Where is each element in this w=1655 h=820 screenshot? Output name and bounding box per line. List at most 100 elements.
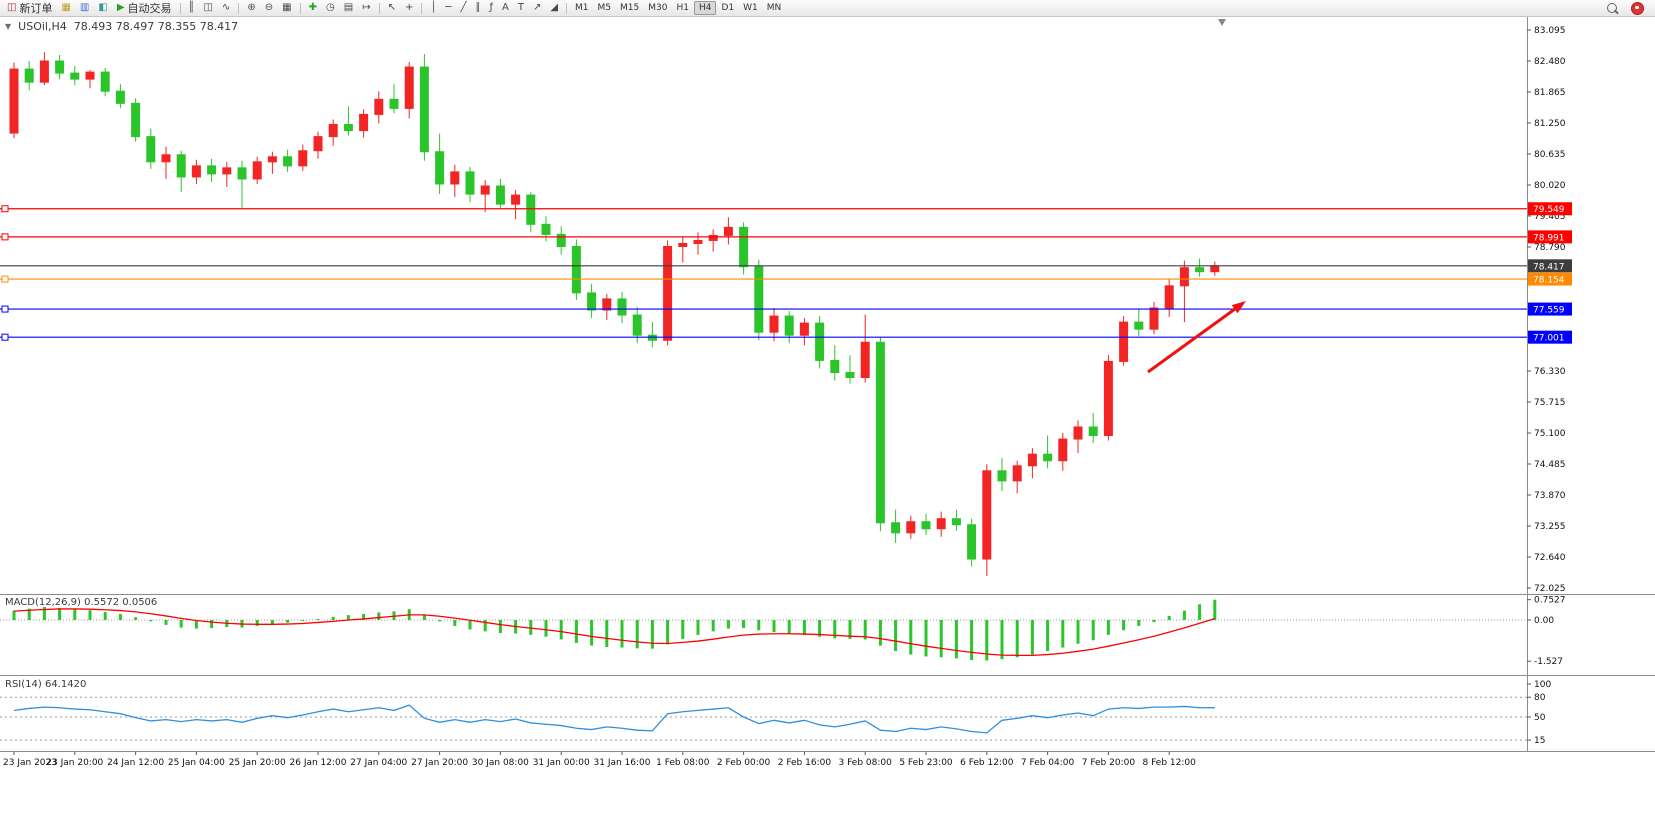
tile-windows-icon: ▦ [282, 2, 292, 13]
search-icon[interactable] [1607, 3, 1617, 13]
vertical-line-icon: │ [430, 2, 437, 13]
add-indicator-icon: ✚ [308, 2, 318, 13]
chart-shift-marker[interactable] [1218, 19, 1226, 26]
timeframe-button-m15[interactable]: M15 [620, 2, 640, 13]
time-tick-label: 24 Jan 12:00 [107, 758, 164, 768]
macd-tick-label: 0.00 [1534, 616, 1554, 626]
line-handle[interactable] [1, 305, 9, 313]
timeframe-button-h4[interactable]: H4 [693, 1, 717, 15]
market-watch-button[interactable]: ▥ [76, 1, 93, 16]
toolbar-right-group [1607, 1, 1652, 15]
candle-body [1119, 321, 1129, 362]
candle-body [754, 266, 764, 333]
new-order-button-label: 新订单 [19, 2, 53, 15]
price-tick-label: 76.330 [1534, 367, 1566, 377]
candle-body [723, 226, 733, 236]
arrows-icon[interactable]: ↗ [529, 1, 545, 16]
notifications-icon[interactable] [1631, 1, 1644, 15]
candlestick-chart-icon: ◫ [203, 2, 213, 13]
auto-trading-button[interactable]: ▶ 自动交易 [113, 1, 176, 16]
macd-tick-label: 0.7527 [1534, 596, 1566, 606]
candle-body [176, 154, 186, 178]
crosshair-icon[interactable]: + [401, 1, 417, 16]
shapes-icon[interactable]: ◢ [546, 1, 562, 16]
timeframe-button-m5[interactable]: M5 [597, 2, 612, 13]
trend-arrow[interactable] [1147, 305, 1239, 374]
candle-body [1027, 453, 1037, 467]
zoom-out-icon[interactable]: ⊖ [261, 1, 277, 16]
timeframe-button-m30[interactable]: M30 [648, 2, 668, 13]
time-tick-label: 23 Jan 20:00 [46, 758, 103, 768]
time-tick-label: 3 Feb 08:00 [839, 758, 893, 768]
price-label-box [1528, 259, 1572, 273]
text-icon[interactable]: A [498, 1, 513, 16]
price-tick-label: 73.255 [1534, 522, 1566, 532]
candle-body [921, 521, 931, 530]
candle-body [1012, 465, 1022, 482]
timeframe-button-d1[interactable]: D1 [721, 2, 735, 13]
zoom-in-icon[interactable]: ⊕ [243, 1, 259, 16]
candle-body [191, 165, 201, 178]
new-order-button[interactable]: ◫ 新订单 [3, 1, 56, 16]
label-icon[interactable]: T [514, 1, 528, 16]
price-tick-label: 78.790 [1534, 243, 1566, 253]
price-tick-label: 81.865 [1534, 88, 1566, 98]
trendline-icon[interactable]: ╱ [456, 1, 470, 16]
fibonacci-icon[interactable]: ƒ [485, 1, 497, 16]
candle-body [131, 102, 141, 138]
time-tick-label: 26 Jan 12:00 [290, 758, 347, 768]
candle-body [450, 171, 460, 185]
timeframe-button-m1[interactable]: M1 [575, 2, 589, 13]
time-tick-label: 31 Jan 16:00 [594, 758, 651, 768]
line-handle[interactable] [1, 205, 9, 213]
fibonacci-icon: ƒ [489, 2, 493, 13]
line-handle[interactable] [1, 333, 9, 341]
timeframe-button-h1[interactable]: H1 [676, 2, 689, 13]
trend-arrow-head[interactable] [1231, 301, 1246, 314]
one-click-trading-toggle[interactable]: ▼ [5, 22, 12, 31]
timeframe-button-mn[interactable]: MN [766, 2, 782, 13]
candle-body [571, 245, 581, 294]
time-tick-label: 6 Feb 12:00 [960, 758, 1014, 768]
price-label-text: 77.559 [1533, 306, 1565, 316]
candle-body [328, 124, 338, 138]
candle-body [891, 522, 901, 534]
line-handle[interactable] [1, 275, 9, 283]
time-tick-label: 25 Jan 04:00 [168, 758, 225, 768]
navigator-button[interactable]: ◧ [94, 1, 111, 16]
toolbar: ◫ 新订单 ▦ ▥ ◧ ▶ 自动交易 ║ ◫ ∿ ⊕ ⊖ ▦ ✚ ◷ ▤ ↦ ↖ + │ ─ ╱ ∥ ƒ A T ↗ ◢ M1 M5 M… [0, 0, 1655, 17]
chart-shift-icon[interactable]: ↦ [358, 1, 374, 16]
tile-windows-icon[interactable]: ▦ [278, 1, 295, 16]
toolbar-separator [238, 2, 240, 14]
timeframe-button-w1[interactable]: W1 [743, 2, 758, 13]
candlestick-chart-icon[interactable]: ◫ [200, 1, 217, 16]
price-label-text: 78.417 [1533, 262, 1565, 272]
bar-chart-icon[interactable]: ║ [185, 1, 199, 16]
add-indicator-icon[interactable]: ✚ [305, 1, 321, 16]
chart-windows-button[interactable]: ▦ [57, 1, 74, 16]
vertical-line-icon[interactable]: │ [426, 1, 440, 16]
price-tick-label: 75.100 [1534, 429, 1566, 439]
symbol-period-label: USOil,H4 [18, 20, 67, 33]
cursor-icon[interactable]: ↖ [384, 1, 400, 16]
cursor-icon: ↖ [387, 2, 396, 13]
channel-icon[interactable]: ∥ [471, 1, 484, 16]
line-chart-icon[interactable]: ∿ [218, 1, 234, 16]
time-tick-label: 2 Feb 16:00 [778, 758, 832, 768]
price-label-text: 79.549 [1533, 205, 1565, 215]
navigator-icon: ◧ [98, 2, 108, 13]
candle-body [480, 185, 490, 195]
candle-body [1179, 267, 1189, 287]
rsi-tick-label: 50 [1534, 713, 1546, 723]
candle-body [465, 171, 475, 195]
time-tick-label: 7 Feb 20:00 [1082, 758, 1136, 768]
line-handle[interactable] [1, 233, 9, 241]
channel-icon: ∥ [475, 2, 481, 13]
period-icon[interactable]: ◷ [322, 1, 339, 16]
candle-body [830, 359, 840, 374]
horizontal-line-icon[interactable]: ─ [441, 1, 455, 16]
templates-icon[interactable]: ▤ [340, 1, 357, 16]
candle-body [1088, 426, 1098, 437]
zoom-out-icon: ⊖ [264, 2, 274, 13]
